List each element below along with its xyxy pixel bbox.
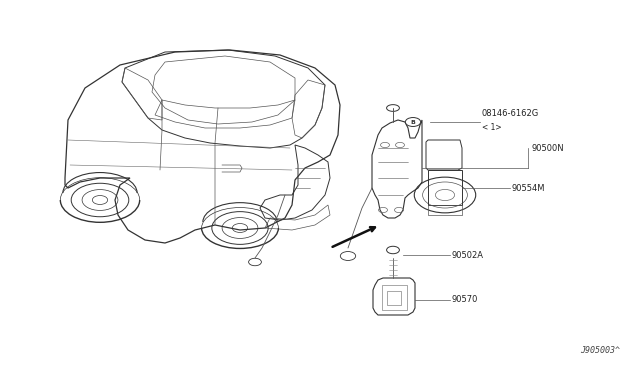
Text: 08146-6162G: 08146-6162G [482,109,540,118]
Text: 90502A: 90502A [452,250,484,260]
Text: < 1>: < 1> [482,124,502,132]
Text: J905003^: J905003^ [580,346,620,355]
Text: 90554M: 90554M [512,183,545,192]
Text: B: B [411,119,415,125]
Text: 90500N: 90500N [532,144,564,153]
Text: 90570: 90570 [452,295,478,305]
Circle shape [405,118,420,126]
